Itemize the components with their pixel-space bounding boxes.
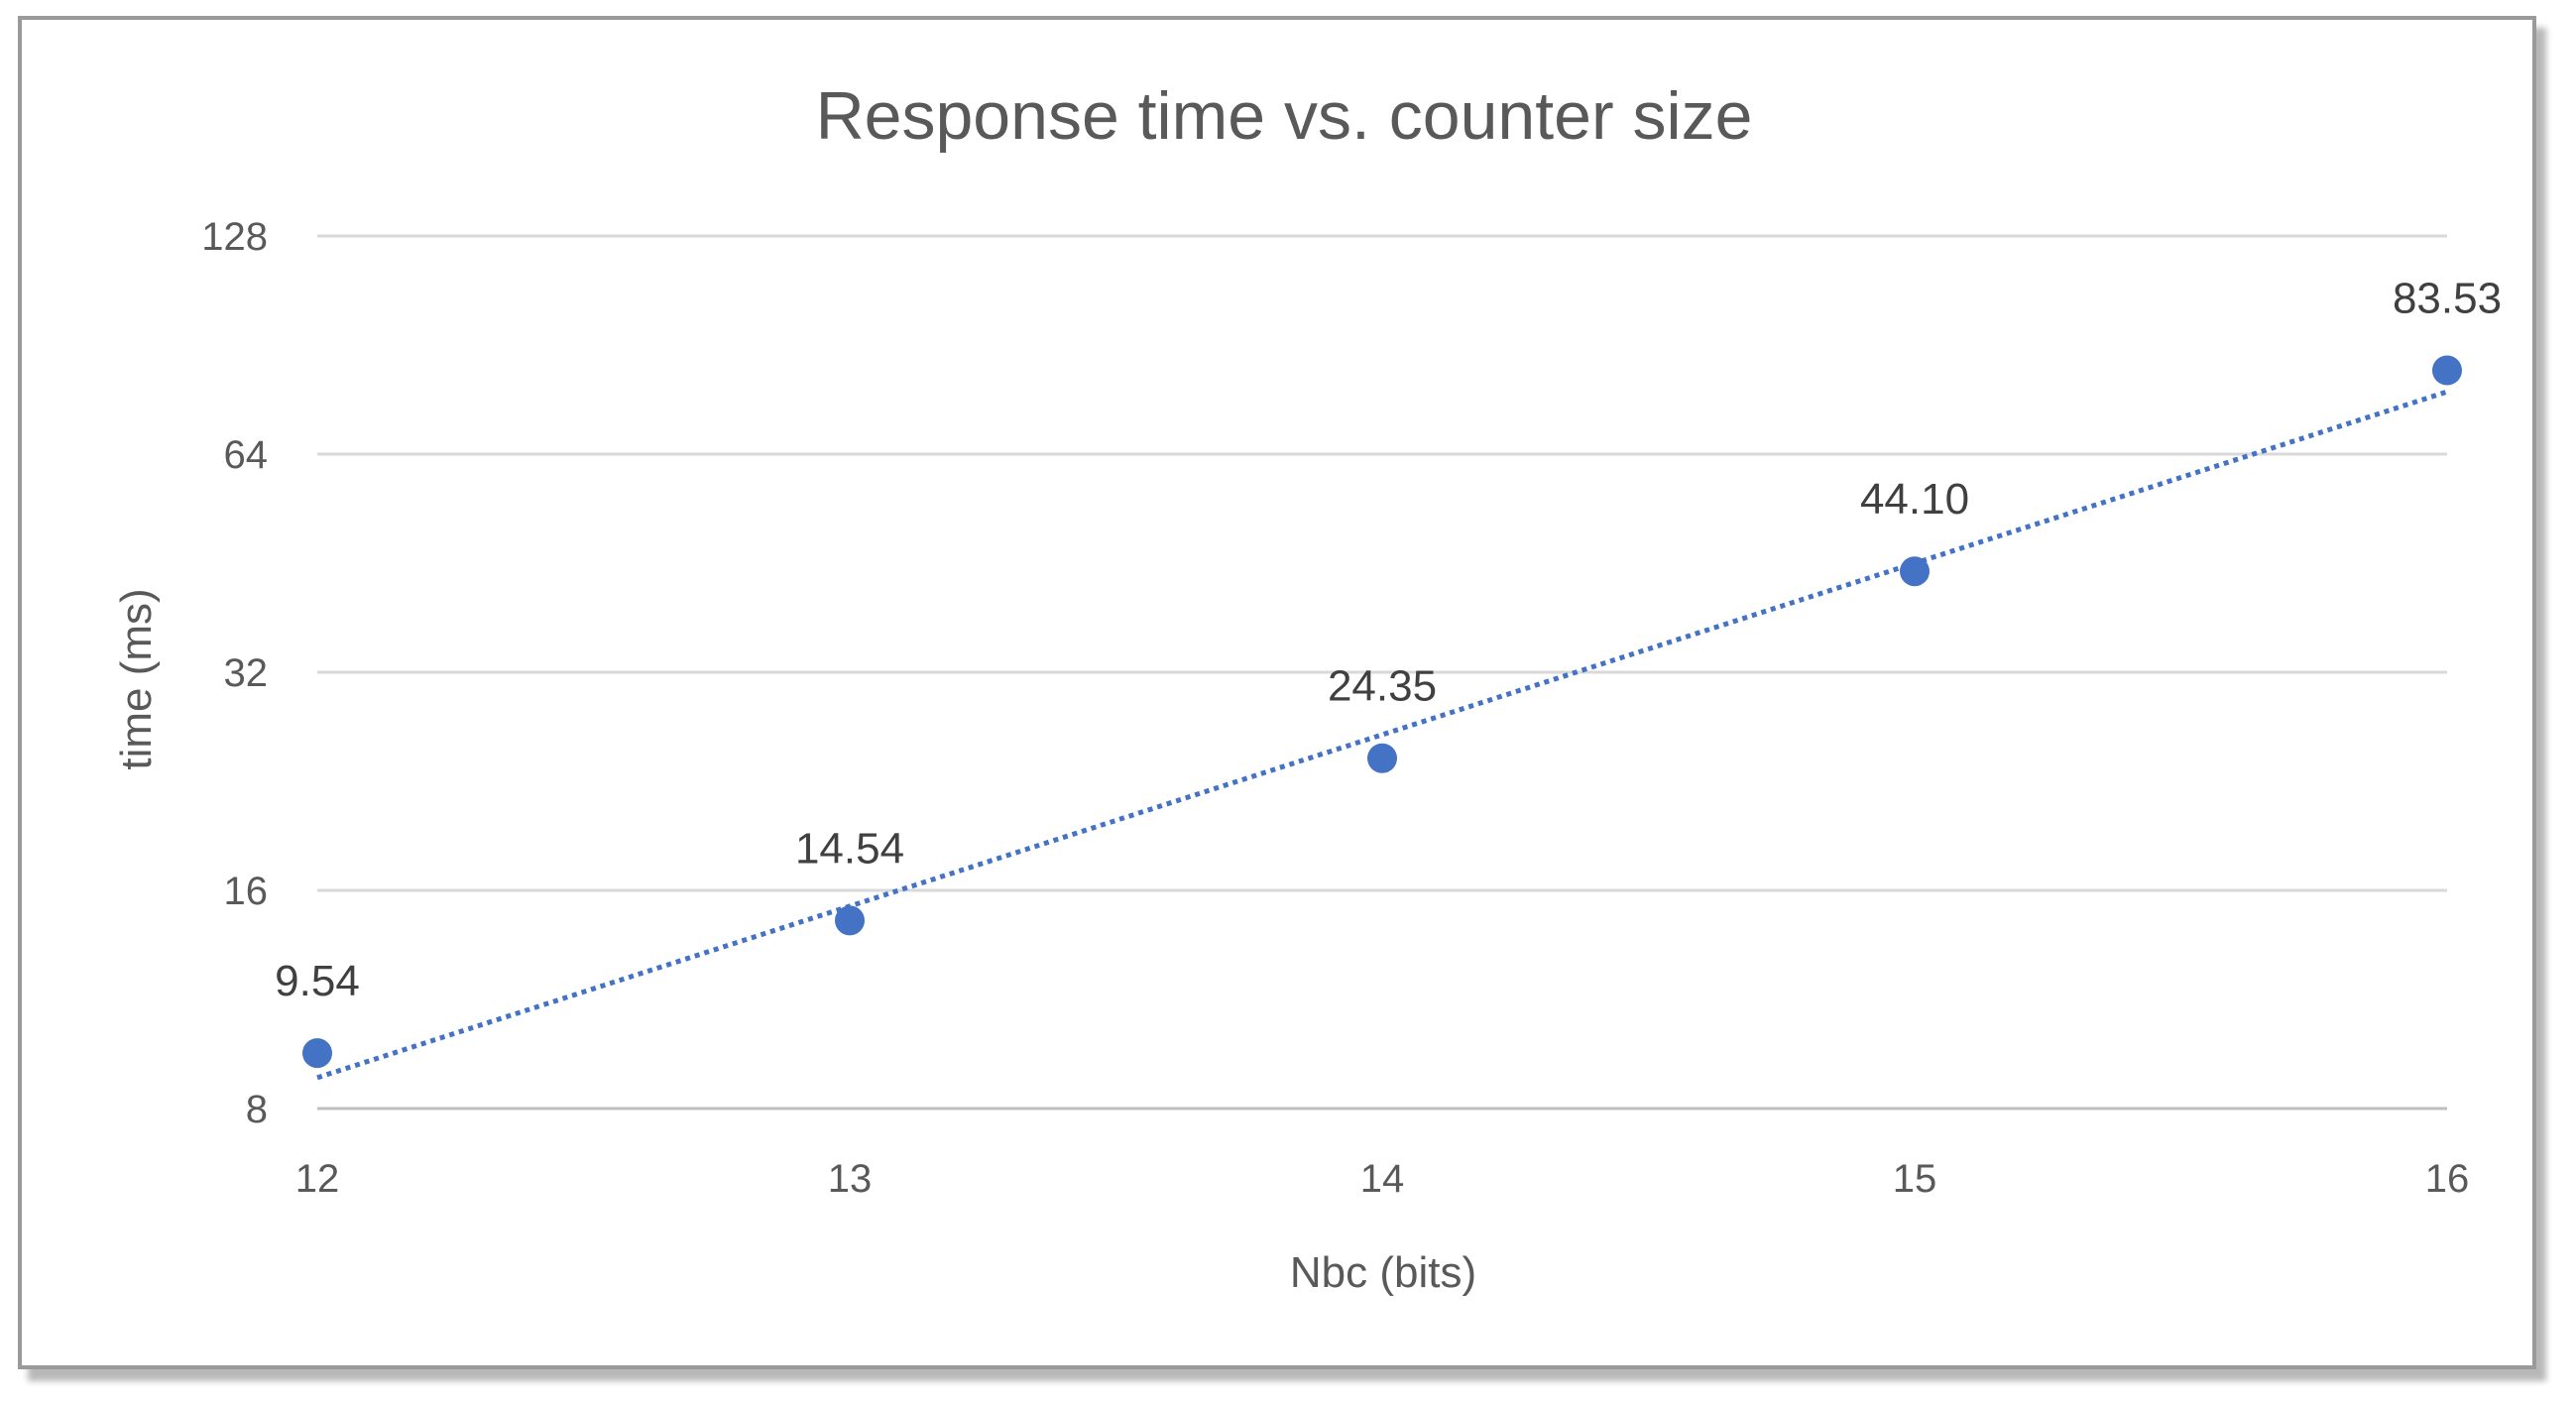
chart-title: Response time vs. counter size (816, 78, 1753, 154)
data-point[interactable] (2432, 355, 2462, 386)
data-label: 14.54 (795, 824, 904, 873)
trendline (316, 389, 2448, 1081)
chart-frame (18, 16, 2536, 1369)
x-axis-ticks: 12 13 14 15 16 (295, 1157, 2470, 1201)
y-axis-title: time (ms) (112, 588, 161, 769)
data-label: 24.35 (1328, 662, 1437, 711)
x-tick-label: 16 (2425, 1157, 2470, 1201)
x-axis-title: Nbc (bits) (1290, 1248, 1476, 1297)
y-tick-label: 128 (201, 215, 268, 259)
data-label: 44.10 (1860, 475, 1969, 524)
x-tick-label: 12 (295, 1157, 340, 1201)
x-tick-label: 14 (1360, 1157, 1405, 1201)
data-label: 83.53 (2393, 274, 2502, 322)
data-labels: 9.54 14.54 24.35 44.10 83.53 (275, 274, 2502, 1005)
data-point[interactable] (302, 1038, 332, 1069)
y-tick-label: 32 (224, 651, 269, 695)
gridlines (317, 234, 2447, 1111)
y-axis-ticks: 8 16 32 64 128 (201, 215, 268, 1131)
data-point[interactable] (1367, 743, 1397, 773)
y-tick-label: 64 (224, 433, 269, 477)
x-tick-label: 15 (1893, 1157, 1937, 1201)
data-point[interactable] (1900, 556, 1930, 587)
data-point[interactable] (835, 905, 865, 936)
data-label: 9.54 (275, 957, 360, 1005)
data-points (302, 355, 2462, 1069)
x-tick-label: 13 (828, 1157, 873, 1201)
y-tick-label: 16 (224, 870, 269, 913)
y-tick-label: 8 (246, 1088, 268, 1131)
